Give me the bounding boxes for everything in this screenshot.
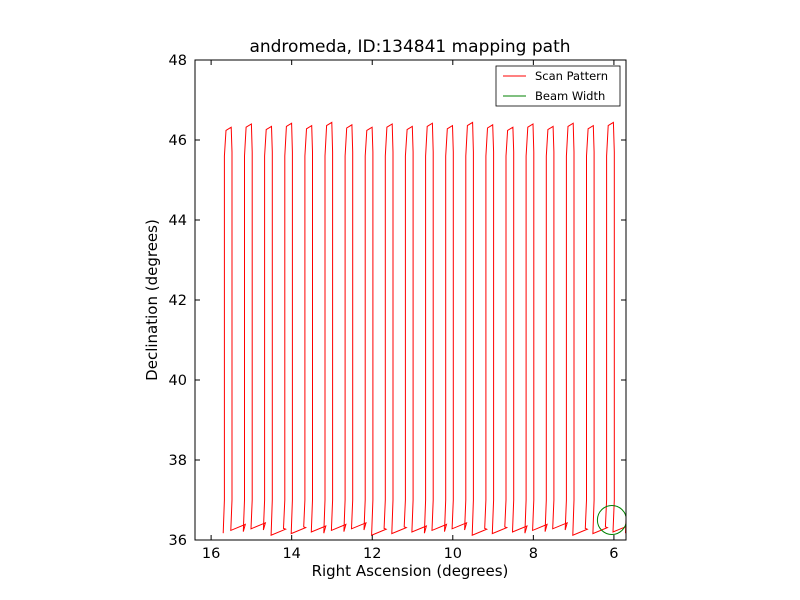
y-tick-label: 48 xyxy=(169,53,187,69)
x-tick-label: 10 xyxy=(444,546,462,562)
x-axis-ticks: 16 14 12 10 8 6 xyxy=(202,60,619,562)
legend: Scan Pattern Beam Width xyxy=(495,65,621,107)
scan-pattern-line xyxy=(222,121,626,536)
x-tick-label: 6 xyxy=(609,546,618,562)
legend-box xyxy=(495,65,621,107)
y-tick-label: 44 xyxy=(169,213,187,229)
y-axis-ticks: 36 38 40 42 44 46 48 xyxy=(169,53,626,549)
x-tick-label: 8 xyxy=(529,546,538,562)
x-tick-label: 14 xyxy=(282,546,300,562)
x-axis-label: Right Ascension (degrees) xyxy=(312,562,509,580)
x-tick-label: 16 xyxy=(202,546,220,562)
y-axis-label: Declination (degrees) xyxy=(143,219,161,381)
scan-pattern-series xyxy=(222,121,626,536)
y-tick-label: 40 xyxy=(169,373,187,389)
y-tick-label: 36 xyxy=(169,533,187,549)
beam-width-series xyxy=(596,505,626,535)
x-tick-label: 12 xyxy=(363,546,381,562)
beam-width-circle xyxy=(596,505,626,535)
y-tick-label: 42 xyxy=(169,293,187,309)
legend-label-beam-width: Beam Width xyxy=(535,89,605,103)
chart-title: andromeda, ID:134841 mapping path xyxy=(249,37,570,57)
legend-label-scan-pattern: Scan Pattern xyxy=(535,69,608,83)
y-tick-label: 38 xyxy=(169,453,187,469)
y-tick-label: 46 xyxy=(169,133,187,149)
